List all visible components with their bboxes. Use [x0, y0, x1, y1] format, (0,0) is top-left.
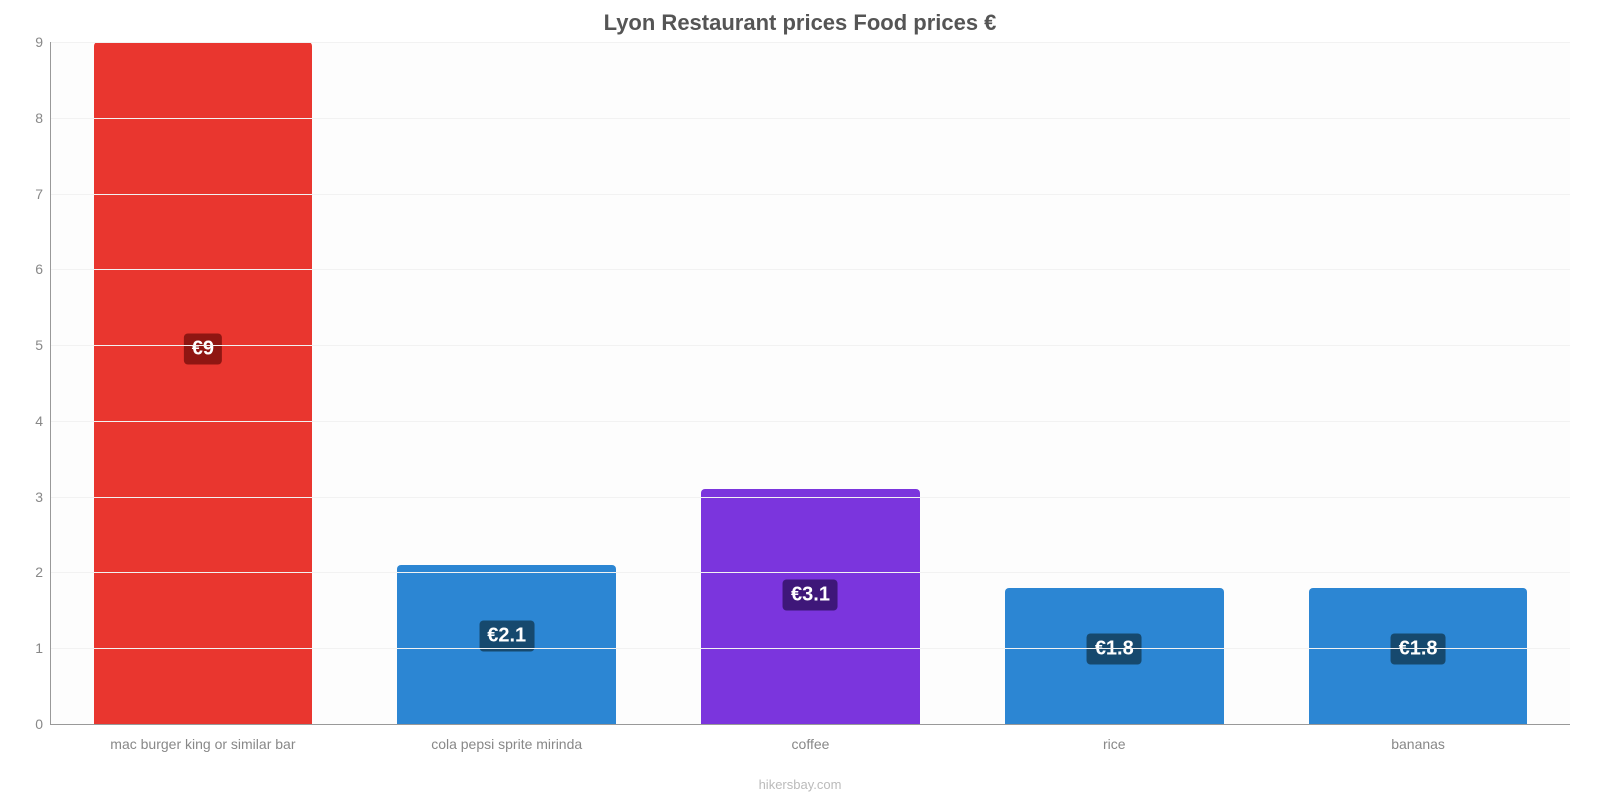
y-tick-label: 7 — [35, 186, 51, 202]
value-badge: €9 — [184, 333, 222, 364]
x-tick-label: mac burger king or similar bar — [110, 724, 295, 752]
x-tick-label: bananas — [1391, 724, 1445, 752]
footer-credit: hikersbay.com — [0, 777, 1600, 792]
bar-slot: €3.1coffee — [659, 42, 963, 724]
gridline — [51, 648, 1570, 649]
gridline — [51, 269, 1570, 270]
x-tick-label: rice — [1103, 724, 1126, 752]
y-tick-label: 6 — [35, 261, 51, 277]
value-badge: €3.1 — [783, 579, 838, 610]
y-tick-label: 4 — [35, 413, 51, 429]
bar-slot: €1.8bananas — [1266, 42, 1570, 724]
plot-area: €9mac burger king or similar bar€2.1cola… — [50, 42, 1570, 725]
gridline — [51, 345, 1570, 346]
gridline — [51, 497, 1570, 498]
y-tick-label: 8 — [35, 110, 51, 126]
gridline — [51, 42, 1570, 43]
chart-container: Lyon Restaurant prices Food prices € €9m… — [0, 0, 1600, 800]
gridline — [51, 118, 1570, 119]
y-tick-label: 2 — [35, 564, 51, 580]
y-tick-label: 3 — [35, 489, 51, 505]
bars-group: €9mac burger king or similar bar€2.1cola… — [51, 42, 1570, 724]
bar-slot: €1.8rice — [962, 42, 1266, 724]
bar-slot: €9mac burger king or similar bar — [51, 42, 355, 724]
chart-title: Lyon Restaurant prices Food prices € — [0, 10, 1600, 36]
gridline — [51, 194, 1570, 195]
bar-slot: €2.1cola pepsi sprite mirinda — [355, 42, 659, 724]
x-tick-label: cola pepsi sprite mirinda — [431, 724, 582, 752]
y-tick-label: 9 — [35, 34, 51, 50]
y-tick-label: 0 — [35, 716, 51, 732]
y-tick-label: 1 — [35, 640, 51, 656]
bar — [94, 42, 313, 724]
gridline — [51, 572, 1570, 573]
y-tick-label: 5 — [35, 337, 51, 353]
gridline — [51, 421, 1570, 422]
x-tick-label: coffee — [792, 724, 830, 752]
